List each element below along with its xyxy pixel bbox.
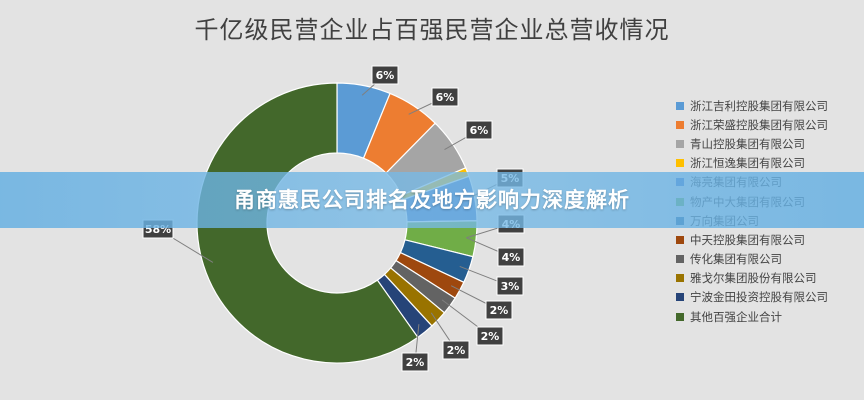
legend-item: 中天控股集团有限公司 <box>676 230 856 249</box>
data-label: 6% <box>376 69 395 82</box>
legend-swatch <box>676 120 684 129</box>
data-label-box <box>401 352 429 372</box>
data-label: 2% <box>481 330 500 343</box>
donut-slice <box>196 82 419 364</box>
legend-swatch <box>676 274 684 283</box>
legend-label: 青山控股集团有限公司 <box>690 136 805 151</box>
data-label: 6% <box>470 124 489 137</box>
legend-item: 浙江恒逸集团有限公司 <box>676 154 856 173</box>
chart-title: 千亿级民营企业占百强民营企业总营收情况 <box>194 16 670 44</box>
data-label-box <box>497 247 525 267</box>
legend-swatch <box>676 159 684 168</box>
legend-item: 其他百强企业合计 <box>676 307 856 326</box>
legend-swatch <box>676 101 684 110</box>
data-label: 6% <box>436 91 455 104</box>
legend-label: 浙江吉利控股集团有限公司 <box>690 98 828 113</box>
legend-swatch <box>676 312 684 321</box>
legend-label: 其他百强企业合计 <box>690 309 782 324</box>
legend-swatch <box>676 293 684 302</box>
legend-label: 浙江荣盛控股集团有限公司 <box>690 117 828 132</box>
data-label: 3% <box>501 280 520 293</box>
legend-swatch <box>676 139 684 148</box>
legend-swatch <box>676 235 684 244</box>
data-label-box <box>442 340 470 360</box>
legend-item: 宁波金田投资控股有限公司 <box>676 288 856 307</box>
data-label: 2% <box>406 356 425 369</box>
data-label: 4% <box>502 251 521 264</box>
legend-label: 雅戈尔集团股份有限公司 <box>690 271 817 286</box>
data-label-box <box>371 65 399 85</box>
data-label: 2% <box>490 304 509 317</box>
legend-item: 浙江吉利控股集团有限公司 <box>676 96 856 115</box>
data-label: 2% <box>447 344 466 357</box>
legend-label: 传化集团有限公司 <box>690 252 782 267</box>
data-label-box <box>496 276 524 296</box>
data-label-box <box>465 120 493 140</box>
legend-swatch <box>676 255 684 264</box>
legend-item: 青山控股集团有限公司 <box>676 134 856 153</box>
data-label-box <box>485 300 513 320</box>
legend-item: 传化集团有限公司 <box>676 250 856 269</box>
data-label-box <box>476 326 504 346</box>
legend-label: 中天控股集团有限公司 <box>690 232 805 247</box>
data-label-box <box>431 87 459 107</box>
headline-text: 甬商惠民公司排名及地方影响力深度解析 <box>234 188 630 212</box>
legend-item: 浙江荣盛控股集团有限公司 <box>676 115 856 134</box>
headline-banner: 甬商惠民公司排名及地方影响力深度解析 <box>0 172 864 228</box>
legend-label: 宁波金田投资控股有限公司 <box>690 290 828 305</box>
legend-item: 雅戈尔集团股份有限公司 <box>676 269 856 288</box>
legend-label: 浙江恒逸集团有限公司 <box>690 156 805 171</box>
